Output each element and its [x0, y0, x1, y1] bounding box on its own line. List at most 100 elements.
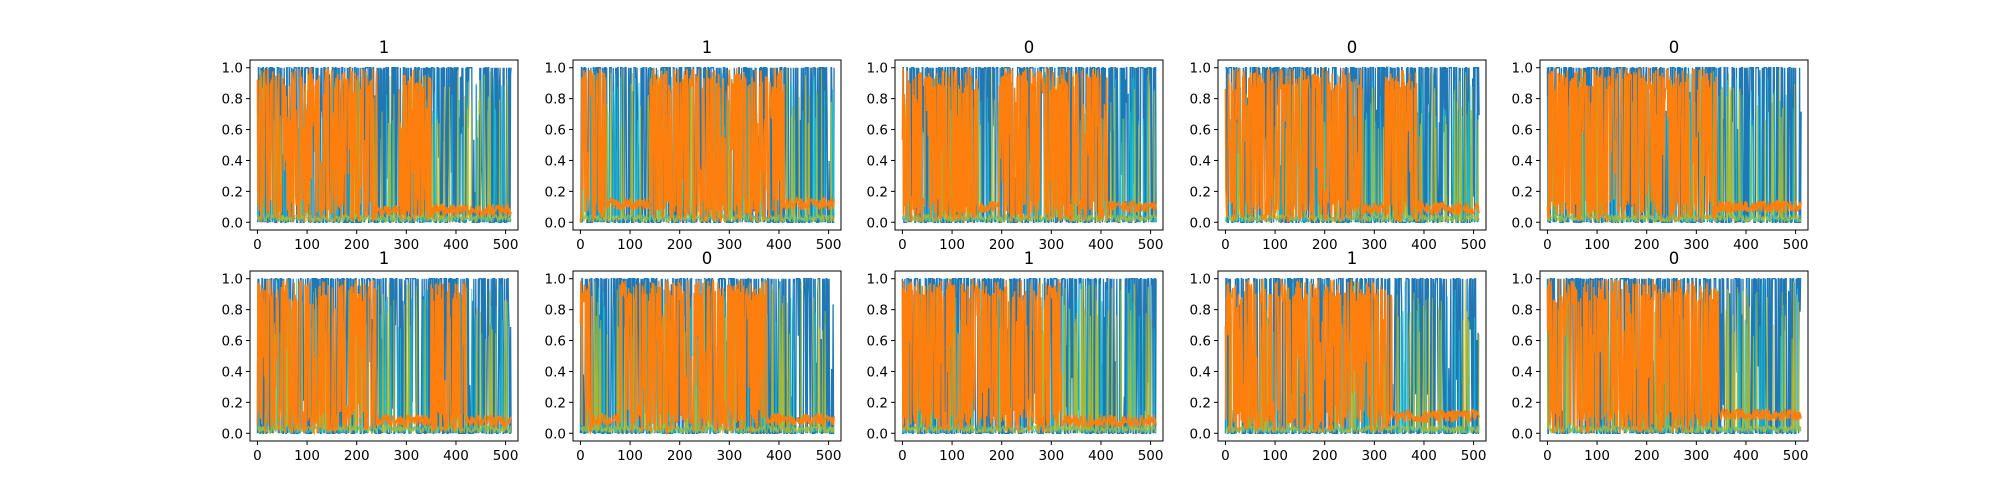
y-tick-label: 0.2 [1190, 395, 1211, 411]
x-tick-label: 200 [1312, 448, 1338, 464]
x-tick-label: 0 [1543, 237, 1552, 253]
y-tick-label: 0.0 [545, 215, 566, 231]
plot-area [579, 67, 835, 224]
y-tick-label: 0.6 [1190, 123, 1211, 139]
x-tick-label: 0 [253, 237, 262, 253]
x-tick-label: 400 [1088, 237, 1114, 253]
subplot-title: 0 [1347, 38, 1358, 57]
series-secondary-line [256, 67, 512, 223]
y-tick-label: 0.6 [1512, 123, 1533, 139]
y-tick-label: 0.8 [867, 303, 888, 319]
x-tick-label: 500 [1138, 237, 1164, 253]
y-tick-label: 0.4 [867, 364, 888, 380]
series-secondary-line [579, 279, 835, 436]
x-tick-label: 300 [393, 237, 419, 253]
y-tick-label: 0.6 [867, 123, 888, 139]
x-tick-label: 0 [1221, 237, 1230, 253]
subplot-1: 0 100 200 300 400 500 0.0 0.2 0.4 0.6 0.8 1.0 1 [222, 38, 519, 253]
subplot-title: 0 [702, 249, 713, 268]
x-tick-label: 300 [716, 448, 742, 464]
series-secondary-line [579, 67, 835, 223]
x-tick-label: 200 [989, 237, 1015, 253]
x-tick-label: 500 [1783, 448, 1809, 464]
y-tick-label: 0.8 [1190, 303, 1211, 319]
x-tick-label: 100 [939, 237, 965, 253]
x-tick-label: 500 [1783, 237, 1809, 253]
subplot-10: 0 100 200 300 400 500 0.0 0.2 0.4 0.6 0.8 1.0 0 [1512, 249, 1809, 464]
x-tick-label: 400 [1088, 448, 1114, 464]
plot-area [1224, 65, 1480, 224]
x-tick-label: 500 [1461, 237, 1487, 253]
series-secondary-line [1546, 277, 1802, 435]
x-tick-label: 300 [1361, 237, 1387, 253]
y-tick-label: 0.6 [1190, 334, 1211, 350]
y-tick-label: 0.0 [222, 215, 243, 231]
x-tick-label: 300 [1683, 448, 1709, 464]
x-tick-label: 100 [1262, 237, 1288, 253]
y-tick-label: 0.2 [545, 395, 566, 411]
series-accent-line-2 [256, 278, 512, 435]
plot-area [1224, 278, 1480, 435]
y-tick-label: 0.8 [222, 92, 243, 108]
axes-frame [1539, 59, 1809, 231]
subplot-title: 1 [1024, 249, 1035, 268]
y-tick-label: 0.6 [222, 123, 243, 139]
x-tick-label: 200 [1634, 448, 1660, 464]
y-tick-label: 0.2 [867, 184, 888, 200]
x-tick-label: 100 [1584, 448, 1610, 464]
axes-frame [1217, 270, 1487, 442]
y-tick-label: 0.2 [1512, 184, 1533, 200]
y-tick-label: 0.4 [1512, 364, 1533, 380]
subplot-title: 0 [1669, 38, 1680, 57]
axes-frame [249, 270, 519, 442]
y-tick-label: 0.0 [1190, 215, 1211, 231]
series-secondary-line [256, 279, 512, 436]
y-tick-label: 0.4 [1190, 153, 1211, 169]
subplot-title: 1 [1347, 249, 1358, 268]
y-tick-label: 0.2 [222, 184, 243, 200]
y-tick-label: 1.0 [1512, 272, 1533, 288]
y-tick-label: 0.6 [867, 334, 888, 350]
x-tick-label: 100 [617, 448, 643, 464]
y-tick-label: 0.4 [222, 153, 243, 169]
x-tick-label: 200 [667, 237, 693, 253]
y-tick-label: 0.4 [867, 153, 888, 169]
y-tick-label: 0.2 [222, 395, 243, 411]
y-tick-label: 0.0 [545, 426, 566, 442]
axes-frame [572, 270, 842, 442]
y-tick-label: 0.2 [1190, 184, 1211, 200]
plot-area [256, 67, 512, 224]
x-tick-label: 400 [1411, 237, 1437, 253]
y-tick-label: 0.4 [1190, 364, 1211, 380]
subplot-title: 1 [379, 249, 390, 268]
plot-area [901, 66, 1157, 224]
y-tick-label: 0.8 [1512, 92, 1533, 108]
x-tick-label: 300 [1038, 237, 1064, 253]
subplot-4: 0 100 200 300 400 500 0.0 0.2 0.4 0.6 0.8 1.0 0 [1190, 38, 1487, 253]
y-tick-label: 0.2 [545, 184, 566, 200]
x-tick-label: 200 [1312, 237, 1338, 253]
x-tick-label: 200 [344, 237, 370, 253]
axes-frame [1539, 270, 1809, 442]
x-tick-label: 400 [766, 237, 792, 253]
series-secondary-line [901, 278, 1157, 434]
axes-frame [572, 59, 842, 231]
subplot-title: 0 [1024, 38, 1035, 57]
x-tick-label: 500 [493, 237, 519, 253]
y-tick-label: 0.0 [1190, 426, 1211, 442]
y-tick-label: 0.4 [222, 364, 243, 380]
axes-frame [894, 270, 1164, 442]
x-tick-label: 0 [1543, 448, 1552, 464]
y-tick-label: 0.6 [545, 334, 566, 350]
y-tick-label: 1.0 [222, 272, 243, 288]
subplot-title: 1 [379, 38, 390, 57]
subplot-2: 0 100 200 300 400 500 0.0 0.2 0.4 0.6 0.8 1.0 1 [545, 38, 842, 253]
x-tick-label: 400 [1733, 448, 1759, 464]
y-tick-label: 0.8 [867, 92, 888, 108]
x-tick-label: 0 [898, 237, 907, 253]
x-tick-label: 500 [493, 448, 519, 464]
x-tick-label: 100 [1584, 237, 1610, 253]
series-primary-line [1224, 278, 1480, 435]
x-tick-label: 300 [716, 237, 742, 253]
